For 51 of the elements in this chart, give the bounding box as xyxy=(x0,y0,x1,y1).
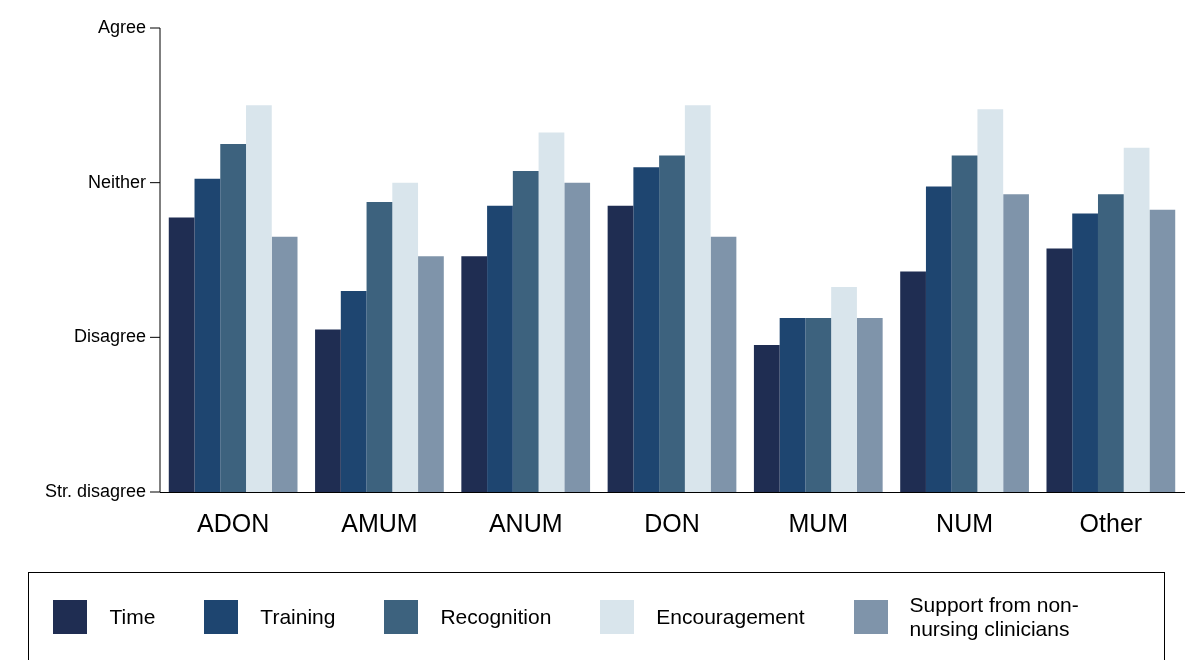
x-tick-label: NUM xyxy=(936,508,994,537)
bar xyxy=(753,345,780,492)
bar xyxy=(315,329,341,492)
bar xyxy=(340,290,367,492)
bar xyxy=(633,167,660,492)
bar xyxy=(271,236,298,492)
x-tick-label: DON xyxy=(644,508,700,537)
text: Str. disagree xyxy=(44,480,146,501)
bar xyxy=(951,155,978,492)
bar xyxy=(856,318,883,492)
bar xyxy=(1072,213,1098,492)
bar xyxy=(461,256,488,492)
bar xyxy=(1046,248,1073,492)
bar xyxy=(977,109,1004,492)
bar xyxy=(1123,147,1150,492)
bar xyxy=(805,318,832,492)
legend-label: Training xyxy=(260,605,336,629)
bar xyxy=(1097,194,1124,492)
bar xyxy=(220,144,247,492)
bar xyxy=(925,186,952,492)
bar xyxy=(538,132,565,492)
bar xyxy=(710,236,737,492)
bar xyxy=(659,155,685,492)
x-tick-label: Other xyxy=(1079,508,1143,537)
bar xyxy=(512,171,539,492)
bar xyxy=(418,256,444,492)
x-tick-label: AMUM xyxy=(341,508,418,537)
legend-label: Support from non-nursing clinicians xyxy=(909,593,1080,641)
legend-label: Encouragement xyxy=(656,605,805,629)
bar xyxy=(392,182,419,492)
bar xyxy=(564,182,591,492)
x-tick-label: ADON xyxy=(197,508,270,537)
bar xyxy=(487,205,513,492)
legend-label: Time xyxy=(109,605,156,629)
bar xyxy=(779,318,806,492)
bar xyxy=(900,271,926,492)
bar xyxy=(366,202,393,492)
bar xyxy=(1003,194,1029,492)
text: Agree xyxy=(97,16,146,37)
bar xyxy=(684,105,711,492)
bar xyxy=(607,205,634,492)
x-tick-label: MUM xyxy=(788,508,849,537)
bar xyxy=(194,178,221,492)
text: Disagree xyxy=(73,326,146,347)
text: Neither xyxy=(87,171,146,192)
bar xyxy=(831,287,857,492)
bar xyxy=(1149,209,1176,492)
x-tick-label: ANUM xyxy=(488,508,563,537)
legend-label: Recognition xyxy=(440,605,552,629)
bar xyxy=(168,217,195,492)
bar xyxy=(246,105,272,492)
